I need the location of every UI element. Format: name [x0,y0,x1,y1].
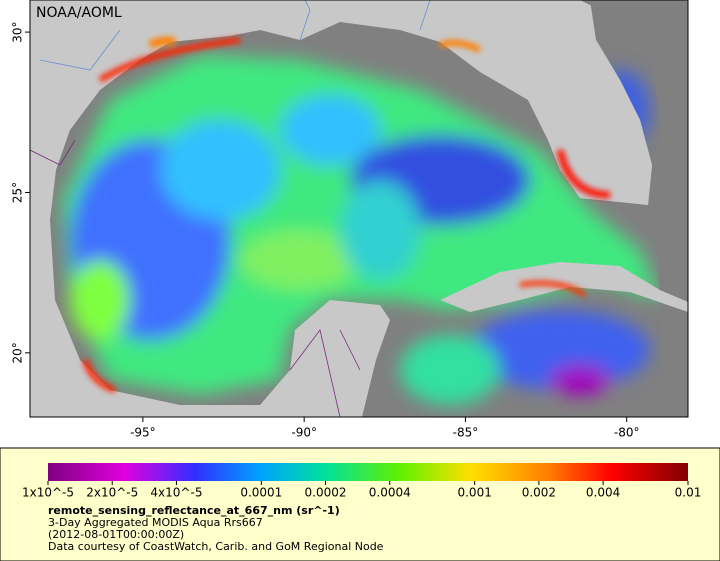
atlantic-no-data [580,0,688,417]
description: 3-Day Aggregated MODIS Aqua Rrs667 [48,516,263,529]
y-tick-label: 30° [11,21,25,42]
land-north-america [30,0,652,220]
land-mexico [30,220,390,417]
y-tick-label: 20° [11,342,25,363]
reflectance-field [62,55,660,405]
colorbar-tick-label: 0.0004 [369,486,411,500]
colorbar-tick-label: 0.002 [522,486,556,500]
x-tick-label: -95° [130,426,156,440]
colorbar-tick-label: 2x10^-5 [86,486,138,500]
variable-name: remote_sensing_reflectance_at_667_nm (sr… [48,504,340,517]
land-florida [528,40,652,205]
date: (2012-08-01T00:00:00Z) [48,528,184,541]
colorbar-tick-label: 0.0001 [240,486,282,500]
colorbar-tick-label: 0.01 [675,486,702,500]
colorbar-tick-label: 4x10^-5 [150,486,202,500]
map-frame [29,0,689,418]
courtesy: Data courtesy of CoastWatch, Carib. and … [48,540,384,553]
credit: NOAA/AOML [36,5,122,21]
x-tick-label: -80° [614,426,640,440]
colorbar-tick-label: 0.0002 [305,486,347,500]
x-tick-label: -85° [453,426,479,440]
map-area [30,0,688,417]
borders [30,139,361,417]
colorbar-tick-label: 0.001 [457,486,491,500]
colorbar [48,463,688,481]
colorbar-tick-label: 0.004 [586,486,620,500]
colorbar-tick-label: 1x10^-5 [22,486,74,500]
y-tick-label: 25° [11,182,25,203]
coastal-high-values [82,36,611,393]
rivers [39,0,431,71]
x-tick-label: -90° [291,426,317,440]
